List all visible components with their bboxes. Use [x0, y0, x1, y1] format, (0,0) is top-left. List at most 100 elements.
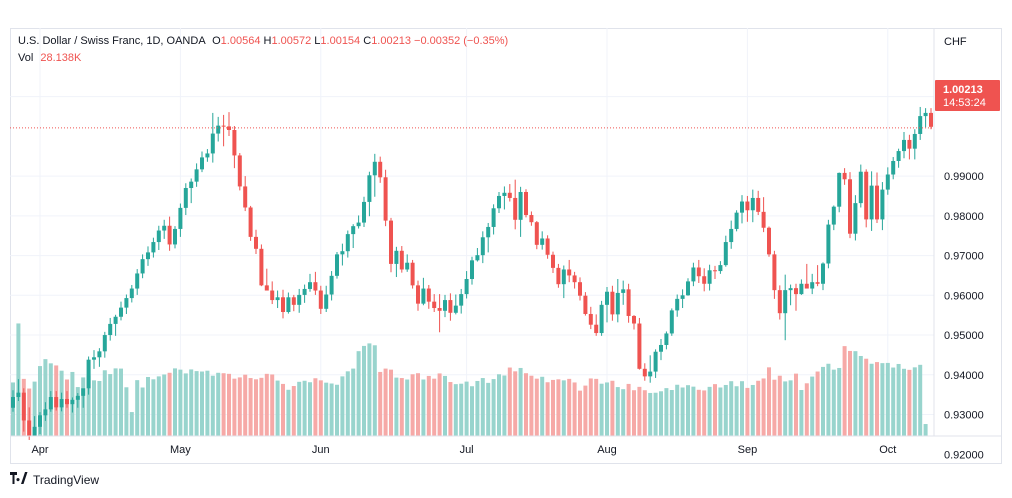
candle-body — [21, 392, 26, 421]
candle-body — [929, 112, 933, 127]
candle-body — [653, 351, 658, 372]
candle-body — [902, 139, 906, 152]
volume-bar — [345, 371, 350, 436]
candle-body — [799, 283, 804, 295]
candle-body — [146, 252, 150, 260]
candle-body — [626, 289, 631, 316]
candle-body — [297, 294, 302, 305]
volume-bar — [38, 366, 42, 436]
candle-body — [426, 288, 431, 302]
candle-body — [788, 288, 793, 291]
tradingview-logo-icon — [10, 472, 28, 487]
price-tick-label: 0.97000 — [944, 251, 984, 263]
volume-bar — [723, 384, 728, 436]
volume-bar — [821, 366, 825, 436]
candle-body — [842, 172, 847, 180]
volume-bar — [394, 377, 399, 436]
volume-bar — [659, 391, 663, 436]
last-price-value: 1.00213 — [943, 84, 983, 96]
candle-body — [632, 315, 636, 324]
candle-body — [702, 276, 707, 284]
candle-body — [437, 308, 442, 311]
volume-bar — [162, 374, 167, 436]
volume-bar — [335, 384, 339, 436]
volume-bar — [750, 384, 755, 436]
volume-bar — [864, 358, 869, 436]
volume-bar — [140, 387, 145, 436]
candle-body — [891, 160, 896, 175]
volume-bar — [464, 381, 469, 436]
candle-body — [443, 300, 447, 311]
volume-bar — [210, 375, 215, 436]
volume-bar — [281, 383, 285, 436]
candle-body — [432, 301, 437, 309]
volume-bar — [605, 382, 609, 436]
candle-body — [767, 227, 771, 255]
candle-body — [734, 212, 739, 229]
volume-bar — [340, 376, 345, 436]
candle-body — [729, 228, 734, 243]
volume-bar — [362, 345, 366, 436]
candle-body — [691, 267, 696, 282]
candle-body — [421, 288, 426, 304]
candle-body — [713, 270, 717, 272]
time-axis[interactable]: Apr May Jun Jul Aug Sep Oct — [31, 444, 896, 456]
candle-body — [189, 181, 194, 189]
volume-bar — [729, 381, 734, 436]
candle-body — [378, 161, 383, 178]
candle-body — [507, 192, 512, 198]
candle-body — [524, 191, 528, 216]
price-tick-label: 0.95000 — [944, 330, 984, 342]
volume-bar — [853, 351, 858, 436]
volume-bar — [534, 378, 539, 436]
candle-body — [486, 226, 491, 238]
volume-bar — [102, 370, 107, 436]
candle-body — [162, 225, 167, 231]
volume-bar — [572, 382, 577, 436]
volume-bar — [421, 379, 426, 436]
volume-bar — [97, 380, 102, 436]
volume-bar — [416, 373, 420, 436]
candle-body — [588, 313, 593, 325]
volume-bar — [718, 387, 723, 436]
time-tick-label: Oct — [879, 444, 896, 456]
volume-bar — [119, 368, 123, 436]
candle-body — [351, 226, 356, 235]
candle-body — [329, 275, 334, 295]
volume-bar — [286, 389, 291, 436]
time-tick-label: May — [170, 444, 191, 456]
volume-bar — [426, 375, 431, 436]
candle-body — [405, 262, 410, 270]
candle-body — [54, 397, 59, 408]
candle-body — [124, 298, 129, 308]
volume-bar — [200, 371, 204, 436]
candle-body — [578, 282, 582, 296]
volume-bar — [923, 424, 928, 436]
candle-body — [16, 392, 21, 398]
candle-body — [718, 265, 723, 272]
volume-bar — [524, 373, 528, 436]
ohlc-legend: U.S. Dollar / Swiss Franc, 1D, OANDA O1.… — [18, 35, 508, 47]
candle-body — [92, 357, 96, 360]
symbol-title[interactable]: U.S. Dollar / Swiss Franc, 1D, OANDA — [18, 35, 206, 47]
volume-bar — [777, 375, 782, 436]
tradingview-branding[interactable]: TradingView — [10, 472, 99, 487]
candle-body — [864, 171, 869, 220]
price-tick-label: 0.99000 — [944, 171, 984, 183]
candle-body — [551, 254, 555, 268]
volume-bar — [626, 383, 631, 436]
volume-bar — [880, 363, 885, 436]
candle-body — [173, 228, 177, 245]
volume-bar — [848, 350, 852, 436]
volume-label[interactable]: Vol — [18, 52, 34, 64]
currency-label: CHF — [944, 36, 967, 48]
volume-bar — [113, 368, 118, 436]
candle-body — [707, 270, 712, 284]
candle-body — [232, 129, 237, 156]
volume-bar — [653, 392, 658, 436]
candle-body — [86, 359, 91, 389]
volume-bar — [405, 379, 410, 436]
volume-bar — [86, 375, 91, 436]
volume-bar — [275, 380, 280, 436]
